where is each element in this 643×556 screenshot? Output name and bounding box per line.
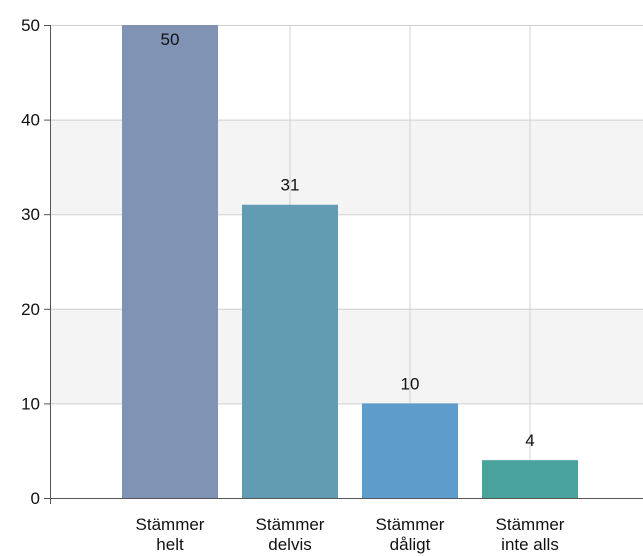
x-category-label-line: Stämmer bbox=[256, 515, 325, 534]
y-tick-label: 40 bbox=[21, 111, 40, 130]
x-category-label-line: dåligt bbox=[390, 535, 431, 554]
x-category-label-line: delvis bbox=[268, 535, 311, 554]
vertical-gridlines bbox=[169, 25, 531, 498]
x-category-label-line: Stämmer bbox=[376, 515, 445, 534]
data-labels: 50 31 10 4 bbox=[161, 30, 535, 450]
y-tick-label: 10 bbox=[21, 394, 40, 413]
x-category-label: Stämmer delvis bbox=[256, 515, 325, 554]
data-label: 10 bbox=[401, 374, 420, 393]
x-category-label-line: inte alls bbox=[501, 535, 559, 554]
x-category-label: Stämmer inte alls bbox=[496, 515, 565, 554]
x-category-label-line: Stämmer bbox=[496, 515, 565, 534]
bar bbox=[482, 460, 578, 498]
axes bbox=[44, 25, 643, 504]
x-category-label: Stämmer helt bbox=[136, 515, 205, 554]
data-label: 4 bbox=[525, 431, 534, 450]
x-category-label: Stämmer dåligt bbox=[376, 515, 445, 554]
y-tick-label: 20 bbox=[21, 300, 40, 319]
bar bbox=[362, 403, 458, 498]
data-label: 50 bbox=[161, 30, 180, 49]
y-tick-label: 0 bbox=[31, 489, 40, 508]
y-tick-label: 30 bbox=[21, 205, 40, 224]
x-category-label-line: Stämmer bbox=[136, 515, 205, 534]
bar bbox=[242, 204, 338, 499]
data-label: 31 bbox=[281, 176, 300, 195]
y-tick-label: 50 bbox=[21, 16, 40, 35]
x-category-label-line: helt bbox=[156, 535, 184, 554]
y-tick-labels: 0 10 20 30 40 50 bbox=[21, 16, 40, 508]
bars bbox=[122, 25, 578, 499]
bar bbox=[122, 25, 218, 498]
